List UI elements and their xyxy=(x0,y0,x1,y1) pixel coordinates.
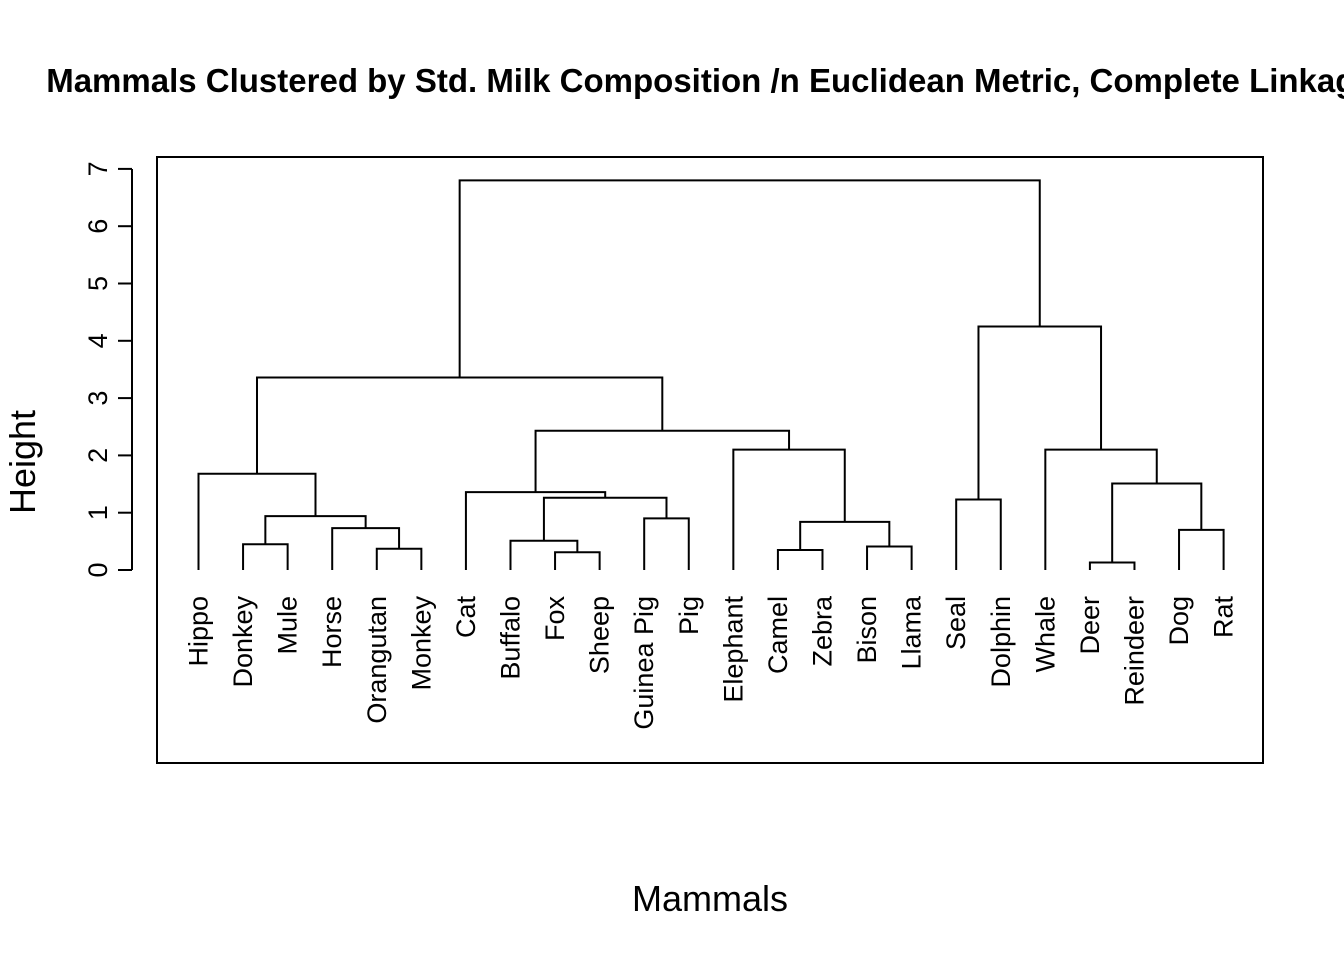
leaf-label: Hippo xyxy=(184,596,214,667)
leaf-label: Dog xyxy=(1164,596,1194,646)
dendrogram-branch xyxy=(1044,448,1158,570)
y-axis-label: Height xyxy=(2,410,43,514)
dendrogram-branch xyxy=(643,517,690,570)
leaf-label: Horse xyxy=(317,596,347,668)
leaf-label: Zebra xyxy=(807,595,837,667)
leaf-label: Sheep xyxy=(585,596,615,674)
y-tick-label: 7 xyxy=(83,161,113,176)
leaf-label: Cat xyxy=(451,596,481,639)
y-tick-label: 4 xyxy=(83,333,113,348)
dendrogram-branch xyxy=(1178,528,1225,570)
leaf-label: Llama xyxy=(897,595,927,670)
dendrogram-branch xyxy=(866,545,913,570)
dendrogram-branch xyxy=(1088,561,1136,570)
leaf-labels: Hippo Donkey Mule Horse Orangutan Monkey Cat Bu… xyxy=(184,595,1239,730)
dendrogram-branch xyxy=(264,515,367,545)
dendrogram-branch xyxy=(197,472,317,570)
leaf-label: Monkey xyxy=(406,596,436,691)
leaf-label: Rat xyxy=(1209,596,1239,639)
y-tick-label: 2 xyxy=(83,448,113,463)
y-tick-label: 6 xyxy=(83,219,113,234)
leaf-label: Deer xyxy=(1075,596,1105,655)
dendrogram-branch xyxy=(534,429,791,493)
leaf-label: Whale xyxy=(1030,596,1060,673)
chart-title: Mammals Clustered by Std. Milk Compositi… xyxy=(46,62,1344,99)
leaf-label: Seal xyxy=(941,596,971,650)
leaf-label: Buffalo xyxy=(495,596,525,680)
leaf-label: Pig xyxy=(674,596,704,635)
dendrogram-branch xyxy=(955,498,1002,570)
y-axis-ticks: 0 1 2 3 4 5 6 7 xyxy=(83,161,132,578)
dendrogram-branch xyxy=(458,179,1041,378)
y-tick-label: 1 xyxy=(83,505,113,520)
leaf-label: Mule xyxy=(273,596,303,655)
dendrogram-branch xyxy=(1111,482,1203,563)
y-tick-label: 3 xyxy=(83,391,113,406)
leaf-label: Bison xyxy=(852,596,882,664)
leaf-label: Donkey xyxy=(228,596,258,688)
dendrogram-branch xyxy=(375,547,423,570)
leaf-label: Fox xyxy=(540,596,570,642)
dendrogram-branch xyxy=(509,539,579,570)
leaf-label: Dolphin xyxy=(986,596,1016,688)
y-tick-label: 5 xyxy=(83,276,113,291)
dendrogram-branch xyxy=(554,551,601,570)
dendrogram-branch xyxy=(776,548,824,570)
dendrogram-branches xyxy=(197,179,1225,570)
dendrogram-branch xyxy=(732,448,846,570)
leaf-label: Reindeer xyxy=(1119,596,1149,706)
x-axis-label: Mammals xyxy=(632,878,788,919)
leaf-label: Elephant xyxy=(718,596,748,703)
leaf-label: Orangutan xyxy=(362,596,392,724)
leaf-label: Camel xyxy=(763,596,793,674)
dendrogram-branch xyxy=(977,325,1103,500)
dendrogram-branch xyxy=(464,491,607,570)
dendrogram-branch xyxy=(255,376,664,474)
dendrogram-branch xyxy=(242,543,289,570)
leaf-label: Guinea Pig xyxy=(629,596,659,730)
plot-frame xyxy=(156,156,1264,764)
y-tick-label: 0 xyxy=(83,562,113,577)
